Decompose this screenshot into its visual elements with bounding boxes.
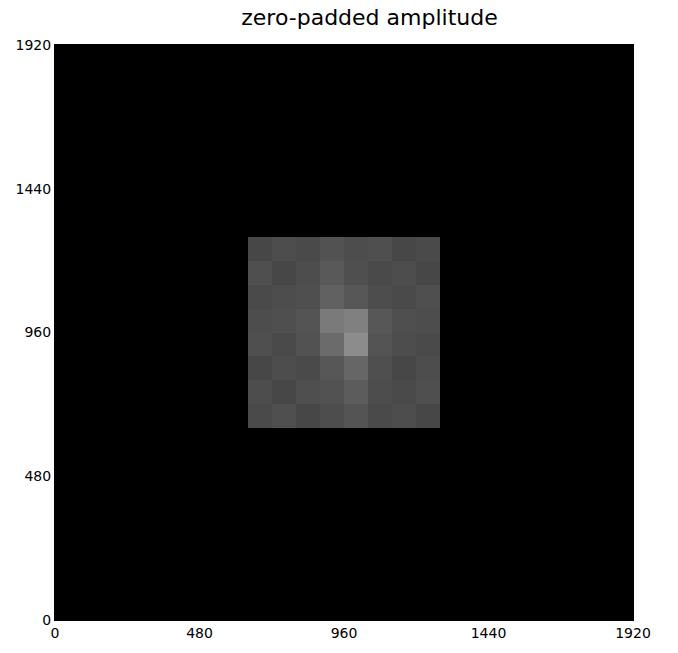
svg-text:1920: 1920 xyxy=(615,625,651,641)
svg-text:0: 0 xyxy=(51,625,60,641)
svg-text:0: 0 xyxy=(42,612,51,628)
svg-text:960: 960 xyxy=(331,625,358,641)
svg-text:zero-padded amplitude: zero-padded amplitude xyxy=(241,5,498,30)
svg-text:960: 960 xyxy=(24,324,51,340)
svg-text:1440: 1440 xyxy=(16,181,52,197)
svg-text:480: 480 xyxy=(24,468,51,484)
svg-text:480: 480 xyxy=(186,625,213,641)
svg-text:1920: 1920 xyxy=(16,37,52,53)
svg-text:1440: 1440 xyxy=(471,625,507,641)
